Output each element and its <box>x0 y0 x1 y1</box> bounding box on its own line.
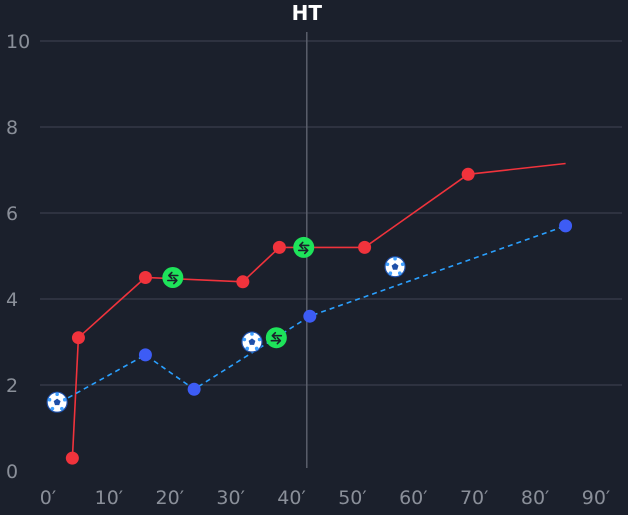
series-point-1 <box>236 275 250 289</box>
series-point-2 <box>187 382 201 396</box>
soccer-ball-dot <box>60 406 64 411</box>
soccer-ball-patch <box>391 263 399 270</box>
x-tick-label: 0′ <box>40 487 56 509</box>
substitution-icon-bg <box>293 236 315 258</box>
x-tick-label: 90′ <box>582 487 611 509</box>
soccer-ball-dot <box>393 256 397 261</box>
series-point-1 <box>65 451 79 465</box>
x-tick-label: 30′ <box>216 487 245 509</box>
x-tick-label: 20′ <box>156 487 185 509</box>
soccer-ball-patch <box>248 338 256 345</box>
x-tick-label: 40′ <box>277 487 306 509</box>
halftime-label: HT <box>292 1 323 25</box>
y-tick-label: 8 <box>6 117 18 139</box>
series-point-2 <box>303 309 317 323</box>
soccer-ball-dot <box>245 346 250 351</box>
substitution-icon <box>265 327 287 349</box>
substitution-icon-bg <box>162 267 184 288</box>
series-point-1 <box>71 331 85 345</box>
series-point-1 <box>461 167 475 181</box>
series-point-1 <box>358 240 372 254</box>
soccer-ball-icon <box>241 331 263 353</box>
y-axis-ticks: 0 2 4 6 8 10 <box>6 31 30 483</box>
y-tick-label: 4 <box>6 289 18 311</box>
substitution-icon-bg <box>265 327 287 349</box>
soccer-ball-icon <box>46 391 68 413</box>
soccer-ball-dot <box>62 397 67 402</box>
x-tick-label: 70′ <box>460 487 489 509</box>
y-tick-label: 6 <box>6 203 18 225</box>
y-tick-label: 10 <box>6 31 30 53</box>
halftime-marker: HT <box>292 1 323 468</box>
soccer-ball-dot <box>257 337 262 342</box>
series-points <box>65 167 573 465</box>
x-axis-ticks: 0′ 10′ 20′ 30′ 40′ 50′ 60′ 70′ 80′ 90′ <box>40 487 610 509</box>
substitution-arrows <box>167 271 179 285</box>
substitution-icon <box>162 267 184 288</box>
x-tick-label: 10′ <box>95 487 124 509</box>
x-tick-label: 60′ <box>399 487 428 509</box>
grid-lines <box>40 40 622 386</box>
y-tick-label: 2 <box>6 375 18 397</box>
soccer-ball-dot <box>250 332 254 336</box>
y-tick-label: 0 <box>6 461 18 483</box>
soccer-ball-dot <box>55 392 59 397</box>
soccer-ball-dot <box>397 271 402 276</box>
soccer-ball-dot <box>254 346 259 351</box>
series-point-2 <box>559 219 573 233</box>
x-tick-label: 50′ <box>338 487 367 509</box>
soccer-ball-patch <box>53 398 61 406</box>
soccer-ball-dot <box>400 262 405 267</box>
soccer-ball-dot <box>388 271 393 276</box>
series-point-2 <box>138 348 152 362</box>
series-line-1 <box>71 162 566 459</box>
soccer-ball-dot <box>50 406 55 411</box>
match-events <box>46 236 406 413</box>
substitution-arrows <box>270 331 283 345</box>
substitution-icon <box>293 236 315 258</box>
soccer-ball-dot <box>242 337 247 342</box>
soccer-ball-dot <box>385 262 390 267</box>
soccer-ball-dot <box>47 397 52 402</box>
substitution-arrows <box>297 241 310 255</box>
soccer-ball-icon <box>384 256 406 278</box>
x-tick-label: 80′ <box>521 487 550 509</box>
series-point-1 <box>272 240 286 254</box>
series-point-1 <box>138 271 152 284</box>
